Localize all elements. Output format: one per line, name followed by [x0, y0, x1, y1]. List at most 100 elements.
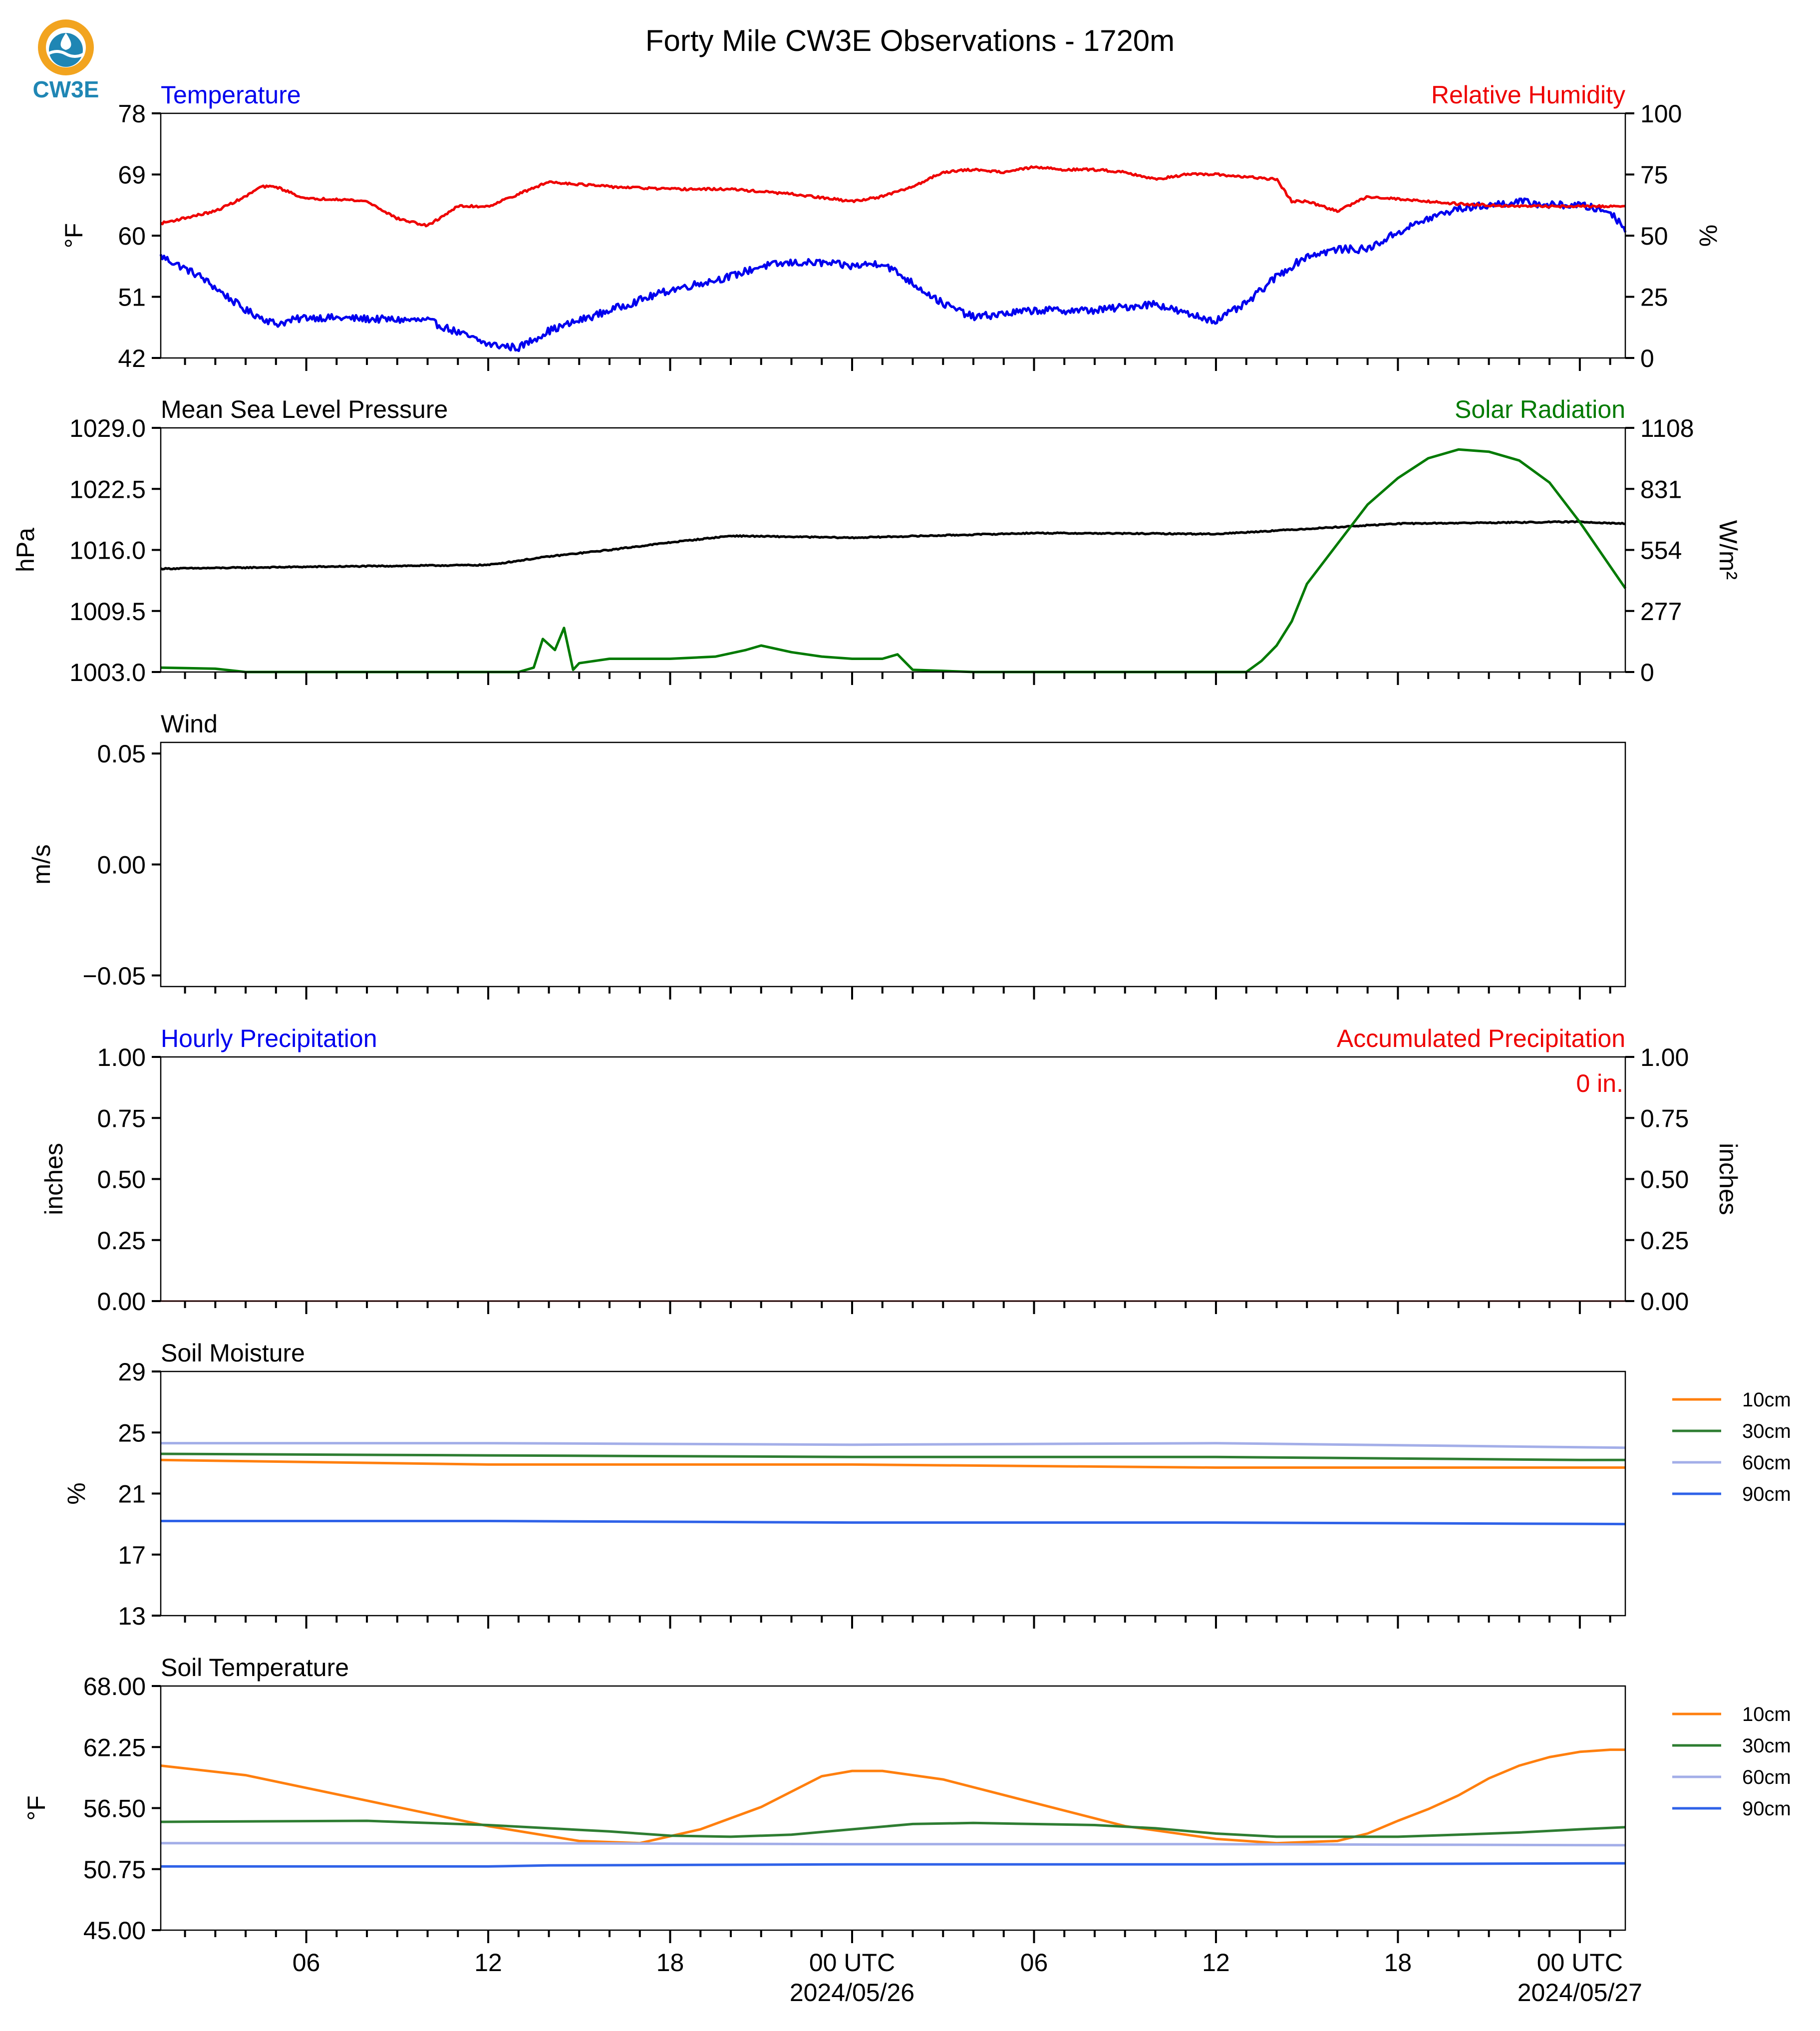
x-tick-label: 18	[656, 1949, 684, 1977]
y-tick-label: 0.00	[97, 1288, 146, 1316]
legend-label: 60cm	[1742, 1766, 1791, 1788]
series-line-temperature	[159, 197, 1627, 352]
legend-label: 30cm	[1742, 1420, 1791, 1442]
series-line-relative-humidity	[160, 165, 1626, 228]
y-right-tick-label: 0	[1640, 344, 1654, 372]
series-line-60cm	[161, 1842, 1626, 1847]
y-right-tick-label: 50	[1640, 222, 1668, 250]
series-line-30cm	[160, 1819, 1626, 1838]
y-tick-label: 13	[118, 1602, 146, 1630]
y-tick-label: 25	[118, 1419, 146, 1447]
y-tick-label: 42	[118, 344, 146, 372]
panels: Temperature Relative Humidity 42 51 60 69 78 0 2…	[11, 81, 1791, 2007]
y-tick-label: 50.75	[83, 1856, 146, 1884]
y-tick-label: 17	[118, 1541, 146, 1569]
panel-soil_temp: Soil Temperature 45.00 50.75 56.50 62.25 68.0…	[22, 1654, 1791, 2007]
y-right-axis-label: inches	[1714, 1143, 1742, 1215]
y-axis-label: hPa	[11, 528, 39, 572]
x-tick-label: 12	[1202, 1949, 1230, 1977]
logo-text: CW3E	[33, 76, 99, 102]
y-tick-label: 51	[118, 284, 146, 312]
panel-title-right: Accumulated Precipitation	[1337, 1024, 1625, 1052]
panel-soil_moisture: Soil Moisture 13 17 21 25 29% 10cm 30cm 60cm 90cm	[62, 1339, 1791, 1630]
series-line-90cm	[161, 1520, 1626, 1526]
y-right-tick-label: 0.75	[1640, 1104, 1689, 1132]
panel-title-left: Hourly Precipitation	[161, 1024, 377, 1052]
y-right-tick-label: 25	[1640, 284, 1668, 312]
y-tick-label: 78	[118, 100, 146, 128]
y-right-tick-label: 0	[1640, 659, 1654, 686]
y-right-tick-label: 0.25	[1640, 1227, 1689, 1255]
y-tick-label: −0.05	[82, 962, 146, 990]
y-tick-label: 1022.5	[69, 475, 146, 503]
legend: 10cm 30cm 60cm 90cm	[1672, 1703, 1791, 1820]
panel-precip: Hourly Precipitation Accumulated Precipit…	[40, 1024, 1742, 1316]
y-tick-label: 0.75	[97, 1104, 146, 1132]
legend: 10cm 30cm 60cm 90cm	[1672, 1389, 1791, 1505]
legend-label: 30cm	[1742, 1735, 1791, 1757]
x-tick-label: 06	[293, 1949, 320, 1977]
y-tick-label: 29	[118, 1358, 146, 1386]
x-tick-label: 00 UTC	[809, 1949, 895, 1977]
y-tick-label: 0.05	[97, 740, 146, 768]
panel-wind: Wind −0.05 0.00 0.05 m/s	[27, 710, 1626, 1000]
y-axis-label: °F	[22, 1795, 50, 1821]
x-tick-label: 00 UTC	[1537, 1949, 1623, 1977]
figure-title: Forty Mile CW3E Observations - 1720m	[645, 24, 1175, 57]
series-line-mean-sea-level-pressure	[160, 520, 1626, 571]
legend-label: 60cm	[1742, 1452, 1791, 1474]
panel-title-right: Relative Humidity	[1431, 81, 1625, 109]
y-axis-label: °F	[60, 223, 88, 249]
series-line-90cm	[161, 1862, 1626, 1868]
y-tick-label: 21	[118, 1480, 146, 1508]
series-line-30cm	[160, 1452, 1625, 1461]
x-tick-label: 18	[1384, 1949, 1412, 1977]
y-tick-label: 69	[118, 161, 146, 189]
y-right-tick-label: 75	[1640, 161, 1668, 189]
y-tick-label: 45.00	[83, 1917, 146, 1945]
y-right-tick-label: 277	[1640, 598, 1682, 626]
x-date-label: 2024/05/27	[1517, 1979, 1642, 2007]
y-tick-label: 62.25	[83, 1733, 146, 1761]
y-axis-label: m/s	[27, 844, 55, 885]
plot-frame	[160, 1370, 1626, 1617]
series-line-10cm	[160, 1458, 1625, 1469]
panel-title-left: Soil Moisture	[161, 1339, 305, 1367]
y-tick-label: 1.00	[97, 1043, 146, 1071]
y-right-tick-label: 100	[1640, 100, 1682, 128]
panel-title-left: Temperature	[161, 81, 301, 109]
y-tick-label: 1003.0	[69, 659, 146, 686]
y-axis-label: %	[62, 1482, 90, 1504]
plot-frame	[160, 427, 1626, 673]
x-tick-label: 12	[474, 1949, 502, 1977]
y-right-tick-label: 831	[1640, 475, 1682, 503]
x-date-label: 2024/05/26	[790, 1979, 914, 2007]
legend-label: 10cm	[1742, 1389, 1791, 1411]
panel-title-left: Soil Temperature	[161, 1654, 349, 1682]
cw3e-logo: CW3E	[33, 19, 99, 102]
panel-title-left: Mean Sea Level Pressure	[161, 395, 448, 423]
panel-title-right: Solar Radiation	[1455, 395, 1625, 423]
y-right-axis-label: %	[1694, 225, 1722, 247]
plot-frame	[160, 1056, 1626, 1302]
y-right-tick-label: 0.50	[1640, 1166, 1689, 1194]
y-right-axis-label: W/m²	[1714, 520, 1742, 580]
y-tick-label: 0.25	[97, 1227, 146, 1255]
y-right-tick-label: 1108	[1640, 414, 1694, 442]
series-line-10cm	[160, 1748, 1625, 1845]
y-tick-label: 68.00	[83, 1673, 146, 1700]
plot-frame	[160, 1685, 1626, 1931]
panel-pressure_solar: Mean Sea Level Pressure Solar Radiation 10…	[11, 395, 1742, 686]
y-tick-label: 56.50	[83, 1795, 146, 1823]
legend-label: 10cm	[1742, 1703, 1791, 1725]
plot-frame	[160, 741, 1626, 988]
y-axis-label: inches	[40, 1143, 68, 1215]
legend-label: 90cm	[1742, 1798, 1791, 1820]
y-tick-label: 1009.5	[69, 598, 146, 626]
panel-title-left: Wind	[161, 710, 218, 738]
y-right-tick-label: 1.00	[1640, 1043, 1689, 1071]
y-tick-label: 60	[118, 222, 146, 250]
series-line-solar-radiation	[160, 448, 1627, 674]
